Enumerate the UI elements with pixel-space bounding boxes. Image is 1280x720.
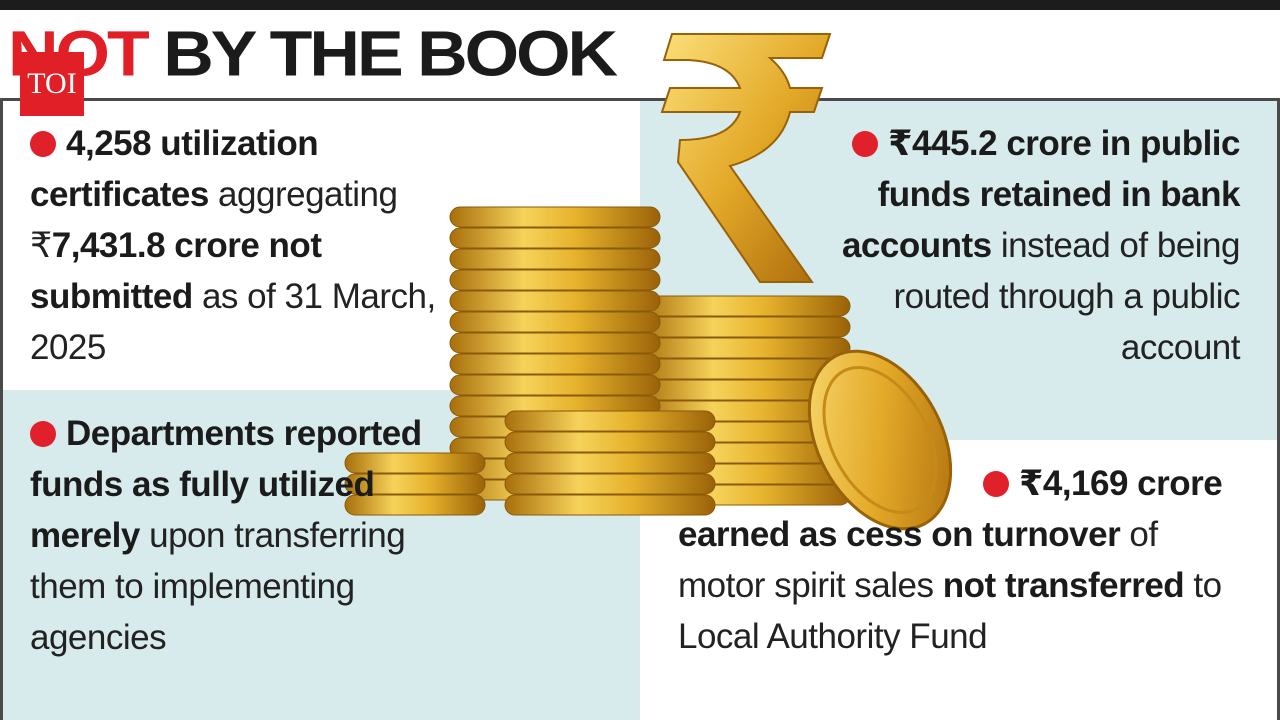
coin [449,227,661,249]
bold-text: ₹445.2 crore in public funds retained in… [841,124,1241,265]
text: instead of being routed through a public… [893,226,1240,367]
point: ₹4,169 crore earned as cess on turnover … [678,458,1248,662]
coin [449,269,661,291]
coin [504,452,716,474]
point: Departments reported funds as fully util… [30,408,450,663]
bold-text: 4,258 utilization certificates [30,124,319,214]
bullet [30,421,56,447]
bold-text: ₹4,169 crore earned as cess on turnover [678,464,1223,554]
coin [449,353,661,375]
header-rule [0,98,1280,101]
coin [449,311,661,333]
coins-illustration [344,33,953,531]
coin [504,494,716,516]
logo: TOI [20,52,84,116]
rupee-symbol [660,33,832,283]
frame [0,98,3,720]
coin [449,332,661,354]
coin-rim [822,366,938,514]
point: 4,258 utilization certificates aggregati… [30,118,450,373]
bullet [30,131,56,157]
bullet [852,131,879,157]
coin [504,473,716,495]
coin [449,374,661,396]
text: aggregating ₹ [30,175,398,265]
coin [344,452,486,474]
coin [449,206,661,228]
text: as of 31 March, 2025 [30,277,436,367]
header-text: BY THE BOOK [163,17,618,90]
coin [504,431,716,453]
bold-text: 7,431.8 crore not submitted [30,226,322,316]
coin [344,494,486,516]
bullet [983,471,1009,497]
point: ₹445.2 crore in public funds retained in… [790,118,1241,373]
bold-text: not transferred [942,566,1185,605]
top-bar [0,0,1280,10]
frame [1277,98,1280,720]
coin [807,349,953,531]
text: upon transferring them to implementing a… [30,516,406,657]
coin [449,248,661,270]
coin [449,290,661,312]
text: of motor spirit sales [678,515,1158,605]
text: to Local Authority Fund [678,566,1222,656]
coin [504,410,716,432]
bold-text: Departments reported funds as fully util… [30,414,422,555]
coin [344,473,486,495]
